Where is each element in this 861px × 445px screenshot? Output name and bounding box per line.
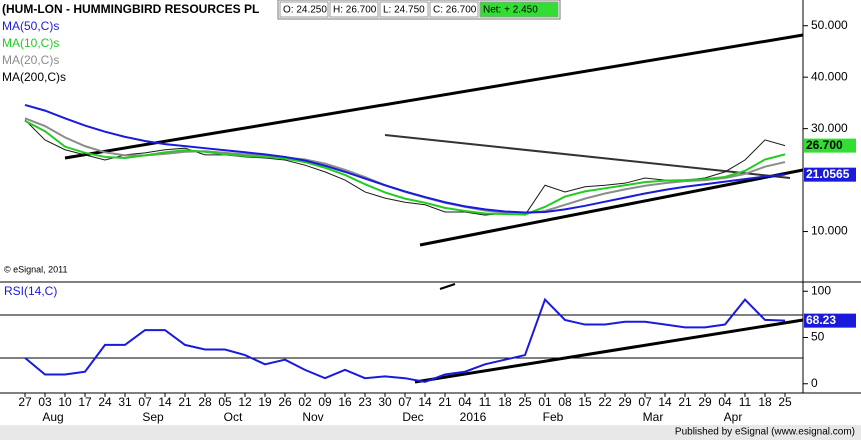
month-label: Nov [302,410,323,424]
quote-text: O: 24.250 [283,5,327,16]
month-label: 2016 [460,410,487,424]
y-tick-label: 40.000 [811,69,848,83]
month-label: Oct [224,410,243,424]
quote-text: L: 24.750 [383,5,425,16]
trendline [419,168,804,247]
y-tick-label: 0 [811,376,818,390]
quote-text: H: 26.700 [333,5,377,16]
x-tick-label: 23 [358,395,372,409]
x-tick-label: 03 [38,395,52,409]
x-tick-label: 18 [498,395,512,409]
x-tick-label: 14 [418,395,432,409]
y-tick-label: 10.000 [811,224,848,238]
x-tick-label: 01 [538,395,552,409]
chart-title: (HUM-LON - HUMMINGBIRD RESOURCES PL [2,2,259,16]
legend-entry: MA(200,C)s [2,70,66,84]
month-label: Mar [643,410,664,424]
x-tick-label: 15 [578,395,592,409]
month-label: Feb [543,410,564,424]
value-label: 21.0565 [806,167,850,181]
trendline [414,318,804,384]
x-tick-label: 19 [258,395,272,409]
month-label: Aug [42,410,63,424]
x-tick-label: 11 [479,395,492,409]
value-tag [804,313,856,328]
quote-box [279,1,329,18]
value-label: 26.700 [806,138,843,152]
quote-box [329,1,379,18]
x-tick-label: 29 [698,395,712,409]
x-tick-label: 07 [138,395,152,409]
x-tick-label: 28 [198,395,212,409]
x-tick-label: 09 [318,395,332,409]
y-tick-label: 50.000 [811,18,848,32]
month-label: Apr [724,410,743,424]
x-tick-label: 27 [18,395,32,409]
quote-bar [277,0,561,20]
series-line [24,104,786,214]
y-tick-label: 30.000 [811,121,848,135]
x-tick-label: 17 [78,395,92,409]
x-tick-label: 31 [118,395,132,409]
quote-text: C: 26.700 [433,5,477,16]
price-line [24,119,786,216]
legend-entry: MA(10,C)s [2,36,59,50]
series-line [24,297,786,383]
quote-box [479,1,559,18]
x-tick-label: 10 [58,395,72,409]
month-label: Dec [402,410,423,424]
x-tick-label: 25 [518,395,532,409]
x-tick-label: 26 [278,395,292,409]
x-tick-label: 14 [658,395,672,409]
trendline [64,33,804,160]
copyright: © eSignal, 2011 [4,264,68,274]
x-tick-label: 21 [438,395,452,409]
quote-box [379,1,429,18]
footer-bar [0,425,861,440]
x-tick-label: 04 [458,395,472,409]
legend-entry: MA(20,C)s [2,53,59,67]
x-tick-label: 07 [638,395,652,409]
x-tick-label: 25 [778,395,792,409]
x-tick-label: 05 [218,395,232,409]
value-label: 68.23 [806,313,836,327]
trendlines [64,33,804,384]
trendline [384,134,791,179]
x-tick-label: 21 [178,395,192,409]
x-tick-label: 22 [598,395,612,409]
x-tick-label: 08 [558,395,572,409]
month-label: Sep [142,410,164,424]
panel-title: RSI(14,C) [4,284,57,298]
series-line [24,120,786,216]
x-tick-label: 24 [98,395,112,409]
x-tick-label: 21 [678,395,692,409]
y-tick-label: 50 [811,330,825,344]
x-tick-label: 30 [378,395,392,409]
x-tick-label: 02 [298,395,312,409]
footer: Published by eSignal (www.esignal.com) [675,427,855,438]
quote-box [429,1,479,18]
x-tick-label: 07 [398,395,412,409]
x-tick-label: 14 [158,395,172,409]
x-tick-label: 12 [238,395,252,409]
x-tick-label: 16 [338,395,352,409]
value-tag [804,167,856,182]
x-tick-label: 11 [739,395,752,409]
legend-entry: MA(50,C)s [2,19,59,33]
value-tag [804,138,856,153]
x-tick-label: 18 [758,395,772,409]
quote-text: Net: + 2.450 [483,5,538,16]
x-tick-label: 29 [618,395,632,409]
y-tick-label: 100 [811,283,831,297]
trendline [439,283,456,290]
x-tick-label: 04 [718,395,732,409]
